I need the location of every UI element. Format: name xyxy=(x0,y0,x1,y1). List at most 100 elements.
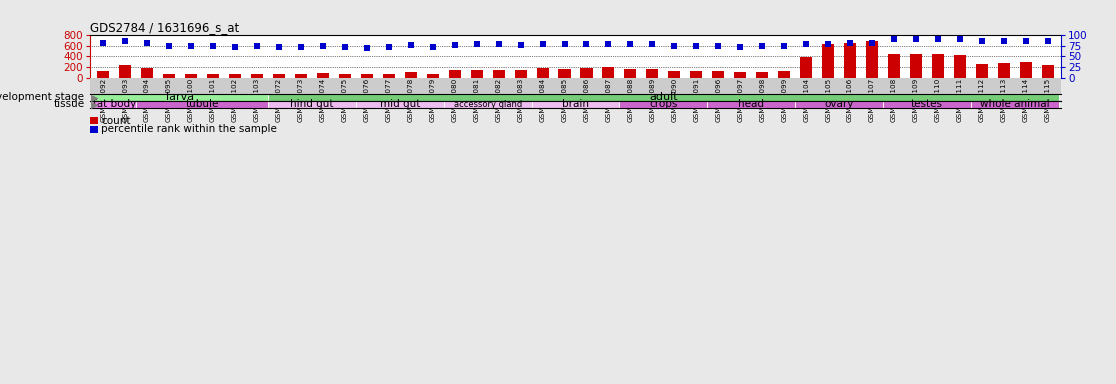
Text: GSM188074: GSM188074 xyxy=(320,78,326,122)
Point xyxy=(665,43,683,49)
Bar xyxy=(712,71,724,78)
Text: GSM188084: GSM188084 xyxy=(539,78,546,122)
Bar xyxy=(619,101,708,108)
Point xyxy=(1039,38,1057,44)
Bar xyxy=(998,63,1010,78)
Text: GSM188110: GSM188110 xyxy=(935,78,941,122)
Text: GSM188098: GSM188098 xyxy=(759,78,766,122)
Text: brain: brain xyxy=(562,99,589,109)
Text: GSM188102: GSM188102 xyxy=(232,78,238,122)
Bar xyxy=(624,68,636,78)
Bar xyxy=(796,101,883,108)
Point xyxy=(599,41,617,47)
Point xyxy=(292,44,310,50)
Text: GSM188100: GSM188100 xyxy=(189,78,194,122)
Point xyxy=(556,41,574,48)
Text: GSM188105: GSM188105 xyxy=(825,78,831,122)
Bar xyxy=(251,74,263,78)
Text: GSM188078: GSM188078 xyxy=(407,78,414,122)
Bar xyxy=(356,101,444,108)
Point xyxy=(841,40,859,46)
Point xyxy=(622,41,639,48)
Text: GSM188111: GSM188111 xyxy=(956,78,963,122)
Text: GSM188104: GSM188104 xyxy=(804,78,809,122)
Point xyxy=(710,43,728,50)
Bar xyxy=(537,68,549,78)
Bar xyxy=(360,74,373,78)
Text: percentile rank within the sample: percentile rank within the sample xyxy=(102,124,277,134)
Bar xyxy=(426,74,439,78)
Point xyxy=(182,43,200,50)
Point xyxy=(511,42,529,48)
Text: GSM188087: GSM188087 xyxy=(606,78,612,122)
Bar xyxy=(954,55,966,78)
Text: whole animal: whole animal xyxy=(980,99,1050,109)
Bar xyxy=(844,43,856,78)
Point xyxy=(731,44,749,50)
Text: GSM188103: GSM188103 xyxy=(254,78,260,122)
Bar xyxy=(668,71,681,78)
Bar xyxy=(691,71,702,78)
Bar xyxy=(206,74,219,78)
Text: fat body: fat body xyxy=(93,99,136,109)
Text: GSM188072: GSM188072 xyxy=(276,78,282,122)
Bar xyxy=(822,43,834,78)
Text: GSM188090: GSM188090 xyxy=(672,78,677,122)
Point xyxy=(907,36,925,42)
Text: count: count xyxy=(102,116,131,126)
Bar xyxy=(866,41,878,78)
Bar xyxy=(295,74,307,78)
Point xyxy=(248,43,266,49)
Bar xyxy=(229,74,241,78)
Bar xyxy=(185,74,198,78)
Bar xyxy=(444,101,531,108)
Bar xyxy=(268,101,356,108)
Text: GSM188073: GSM188073 xyxy=(298,78,304,122)
Point xyxy=(776,43,793,50)
Text: GSM188096: GSM188096 xyxy=(715,78,721,122)
Text: GSM188091: GSM188091 xyxy=(693,78,700,122)
Bar xyxy=(558,69,570,78)
Text: GSM188109: GSM188109 xyxy=(913,78,918,122)
Text: hind gut: hind gut xyxy=(290,99,334,109)
Bar xyxy=(531,101,619,108)
Text: GSM188085: GSM188085 xyxy=(561,78,568,122)
Point xyxy=(995,38,1013,44)
Text: larva: larva xyxy=(166,93,194,103)
Point xyxy=(863,40,881,46)
Bar xyxy=(492,70,504,78)
Point xyxy=(753,43,771,50)
Text: GSM188081: GSM188081 xyxy=(473,78,480,122)
Bar xyxy=(317,73,329,78)
Point xyxy=(973,38,991,44)
Text: GSM188089: GSM188089 xyxy=(650,78,655,122)
Point xyxy=(358,45,376,51)
Bar xyxy=(93,94,268,101)
Text: testes: testes xyxy=(911,99,943,109)
Point xyxy=(116,38,134,45)
Point xyxy=(490,41,508,47)
Text: GSM188097: GSM188097 xyxy=(738,78,743,122)
Bar xyxy=(734,72,747,78)
Bar xyxy=(471,70,483,78)
Bar xyxy=(778,71,790,78)
Bar xyxy=(757,72,768,78)
Bar xyxy=(136,101,268,108)
Bar xyxy=(708,101,796,108)
Point xyxy=(951,36,969,42)
Text: GSM188112: GSM188112 xyxy=(979,78,985,122)
Point xyxy=(336,44,354,50)
Bar xyxy=(800,57,812,78)
Point xyxy=(94,40,112,46)
Text: adult: adult xyxy=(650,93,677,103)
Point xyxy=(644,41,662,48)
Point xyxy=(314,43,331,49)
Text: ovary: ovary xyxy=(825,99,854,109)
Text: ▶: ▶ xyxy=(92,99,98,109)
Text: GSM188099: GSM188099 xyxy=(781,78,787,122)
Text: GSM188095: GSM188095 xyxy=(166,78,172,122)
Text: mid gut: mid gut xyxy=(379,99,420,109)
Bar xyxy=(883,101,971,108)
Bar xyxy=(339,74,350,78)
Text: GSM188076: GSM188076 xyxy=(364,78,369,122)
